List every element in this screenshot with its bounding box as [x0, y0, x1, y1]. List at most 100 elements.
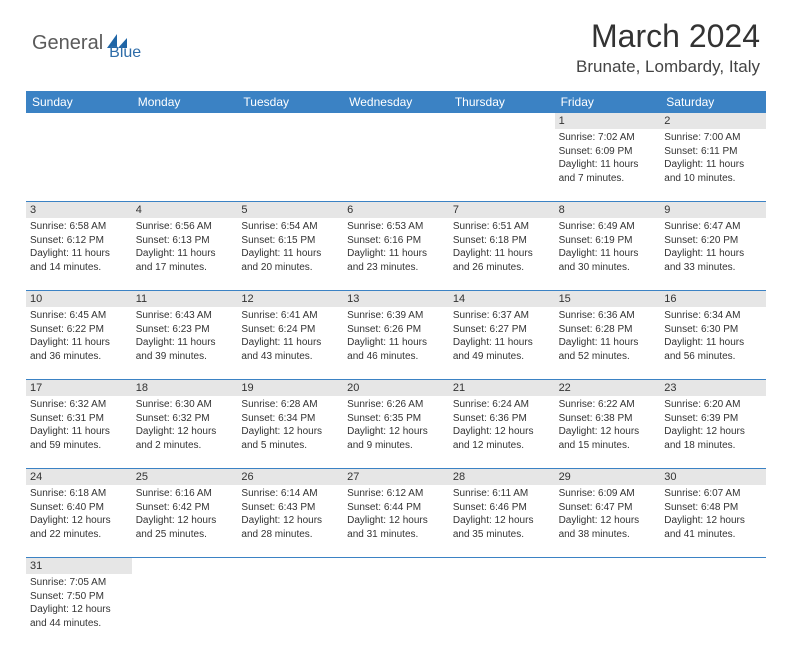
- cell-line-sunrise: Sunrise: 6:30 AM: [136, 398, 234, 412]
- header: General Blue March 2024 Brunate, Lombard…: [0, 0, 792, 83]
- day-number: [26, 113, 132, 129]
- dayname-mon: Monday: [132, 91, 238, 113]
- day-cell: [26, 129, 132, 201]
- cell-line-sunset: Sunset: 6:26 PM: [347, 323, 445, 337]
- day-number: 1: [555, 113, 661, 129]
- cell-row: Sunrise: 6:18 AMSunset: 6:40 PMDaylight:…: [26, 485, 766, 557]
- day-cell: [555, 574, 661, 646]
- cell-line-day2: and 39 minutes.: [136, 350, 234, 364]
- day-cell: Sunrise: 6:30 AMSunset: 6:32 PMDaylight:…: [132, 396, 238, 468]
- day-number: 15: [555, 291, 661, 307]
- day-cell: Sunrise: 6:18 AMSunset: 6:40 PMDaylight:…: [26, 485, 132, 557]
- day-cell: [660, 574, 766, 646]
- day-cell: [237, 129, 343, 201]
- cell-line-sunset: Sunset: 6:46 PM: [453, 501, 551, 515]
- dayname-thu: Thursday: [449, 91, 555, 113]
- day-cell: Sunrise: 6:54 AMSunset: 6:15 PMDaylight:…: [237, 218, 343, 290]
- day-cell: Sunrise: 7:05 AMSunset: 7:50 PMDaylight:…: [26, 574, 132, 646]
- cell-line-sunset: Sunset: 6:11 PM: [664, 145, 762, 159]
- day-number: [343, 113, 449, 129]
- cell-line-sunset: Sunset: 6:19 PM: [559, 234, 657, 248]
- day-cell: Sunrise: 6:37 AMSunset: 6:27 PMDaylight:…: [449, 307, 555, 379]
- day-number: 28: [449, 469, 555, 485]
- weeks-container: 12Sunrise: 7:02 AMSunset: 6:09 PMDayligh…: [26, 113, 766, 646]
- day-number: 13: [343, 291, 449, 307]
- cell-line-sunset: Sunset: 6:24 PM: [241, 323, 339, 337]
- dayname-tue: Tuesday: [237, 91, 343, 113]
- daynum-row: 31: [26, 558, 766, 574]
- day-number: 17: [26, 380, 132, 396]
- cell-line-day1: Daylight: 12 hours: [664, 425, 762, 439]
- cell-line-day1: Daylight: 11 hours: [30, 247, 128, 261]
- cell-line-day2: and 44 minutes.: [30, 617, 128, 631]
- day-number: 14: [449, 291, 555, 307]
- logo-text-general: General: [32, 32, 103, 55]
- day-number: 25: [132, 469, 238, 485]
- day-cell: [343, 129, 449, 201]
- cell-line-sunset: Sunset: 6:32 PM: [136, 412, 234, 426]
- day-cell: Sunrise: 6:49 AMSunset: 6:19 PMDaylight:…: [555, 218, 661, 290]
- cell-line-sunrise: Sunrise: 6:16 AM: [136, 487, 234, 501]
- cell-line-sunrise: Sunrise: 6:56 AM: [136, 220, 234, 234]
- cell-line-day2: and 5 minutes.: [241, 439, 339, 453]
- cell-line-sunrise: Sunrise: 6:26 AM: [347, 398, 445, 412]
- day-cell: Sunrise: 7:00 AMSunset: 6:11 PMDaylight:…: [660, 129, 766, 201]
- cell-line-sunrise: Sunrise: 6:11 AM: [453, 487, 551, 501]
- cell-line-sunrise: Sunrise: 6:51 AM: [453, 220, 551, 234]
- day-cell: Sunrise: 7:02 AMSunset: 6:09 PMDaylight:…: [555, 129, 661, 201]
- cell-line-sunrise: Sunrise: 6:28 AM: [241, 398, 339, 412]
- week-row: 3456789Sunrise: 6:58 AMSunset: 6:12 PMDa…: [26, 202, 766, 291]
- cell-line-sunrise: Sunrise: 6:24 AM: [453, 398, 551, 412]
- cell-line-day2: and 26 minutes.: [453, 261, 551, 275]
- cell-line-day2: and 36 minutes.: [30, 350, 128, 364]
- day-cell: Sunrise: 6:32 AMSunset: 6:31 PMDaylight:…: [26, 396, 132, 468]
- cell-line-sunset: Sunset: 6:16 PM: [347, 234, 445, 248]
- cell-line-sunrise: Sunrise: 6:43 AM: [136, 309, 234, 323]
- cell-line-sunset: Sunset: 6:23 PM: [136, 323, 234, 337]
- day-number: 22: [555, 380, 661, 396]
- day-cell: Sunrise: 6:39 AMSunset: 6:26 PMDaylight:…: [343, 307, 449, 379]
- cell-line-day1: Daylight: 12 hours: [664, 514, 762, 528]
- cell-line-day1: Daylight: 12 hours: [559, 514, 657, 528]
- cell-line-day1: Daylight: 12 hours: [559, 425, 657, 439]
- day-cell: Sunrise: 6:41 AMSunset: 6:24 PMDaylight:…: [237, 307, 343, 379]
- cell-line-sunset: Sunset: 6:13 PM: [136, 234, 234, 248]
- daynum-row: 24252627282930: [26, 469, 766, 485]
- cell-line-sunset: Sunset: 6:30 PM: [664, 323, 762, 337]
- day-cell: [449, 129, 555, 201]
- cell-line-day1: Daylight: 11 hours: [347, 336, 445, 350]
- cell-line-sunset: Sunset: 6:38 PM: [559, 412, 657, 426]
- cell-line-day1: Daylight: 11 hours: [664, 247, 762, 261]
- cell-line-sunset: Sunset: 6:15 PM: [241, 234, 339, 248]
- cell-line-day2: and 12 minutes.: [453, 439, 551, 453]
- day-cell: [132, 129, 238, 201]
- cell-line-sunrise: Sunrise: 6:58 AM: [30, 220, 128, 234]
- cell-line-day1: Daylight: 11 hours: [241, 336, 339, 350]
- day-cell: Sunrise: 6:22 AMSunset: 6:38 PMDaylight:…: [555, 396, 661, 468]
- cell-line-day2: and 35 minutes.: [453, 528, 551, 542]
- cell-line-sunrise: Sunrise: 7:00 AM: [664, 131, 762, 145]
- day-cell: Sunrise: 6:47 AMSunset: 6:20 PMDaylight:…: [660, 218, 766, 290]
- cell-line-day1: Daylight: 12 hours: [347, 425, 445, 439]
- cell-line-day2: and 56 minutes.: [664, 350, 762, 364]
- day-number: 2: [660, 113, 766, 129]
- cell-line-sunset: Sunset: 7:50 PM: [30, 590, 128, 604]
- cell-line-sunrise: Sunrise: 7:05 AM: [30, 576, 128, 590]
- cell-line-sunrise: Sunrise: 6:45 AM: [30, 309, 128, 323]
- day-cell: Sunrise: 6:11 AMSunset: 6:46 PMDaylight:…: [449, 485, 555, 557]
- cell-line-day1: Daylight: 11 hours: [664, 336, 762, 350]
- day-cell: Sunrise: 6:28 AMSunset: 6:34 PMDaylight:…: [237, 396, 343, 468]
- cell-line-sunrise: Sunrise: 6:49 AM: [559, 220, 657, 234]
- day-number: 8: [555, 202, 661, 218]
- cell-line-sunrise: Sunrise: 6:41 AM: [241, 309, 339, 323]
- cell-line-day2: and 49 minutes.: [453, 350, 551, 364]
- day-number: 6: [343, 202, 449, 218]
- cell-line-sunrise: Sunrise: 6:39 AM: [347, 309, 445, 323]
- cell-line-sunrise: Sunrise: 6:20 AM: [664, 398, 762, 412]
- day-cell: Sunrise: 6:07 AMSunset: 6:48 PMDaylight:…: [660, 485, 766, 557]
- day-number: [343, 558, 449, 574]
- day-number: [660, 558, 766, 574]
- day-number: 12: [237, 291, 343, 307]
- cell-line-day1: Daylight: 11 hours: [347, 247, 445, 261]
- day-cell: Sunrise: 6:43 AMSunset: 6:23 PMDaylight:…: [132, 307, 238, 379]
